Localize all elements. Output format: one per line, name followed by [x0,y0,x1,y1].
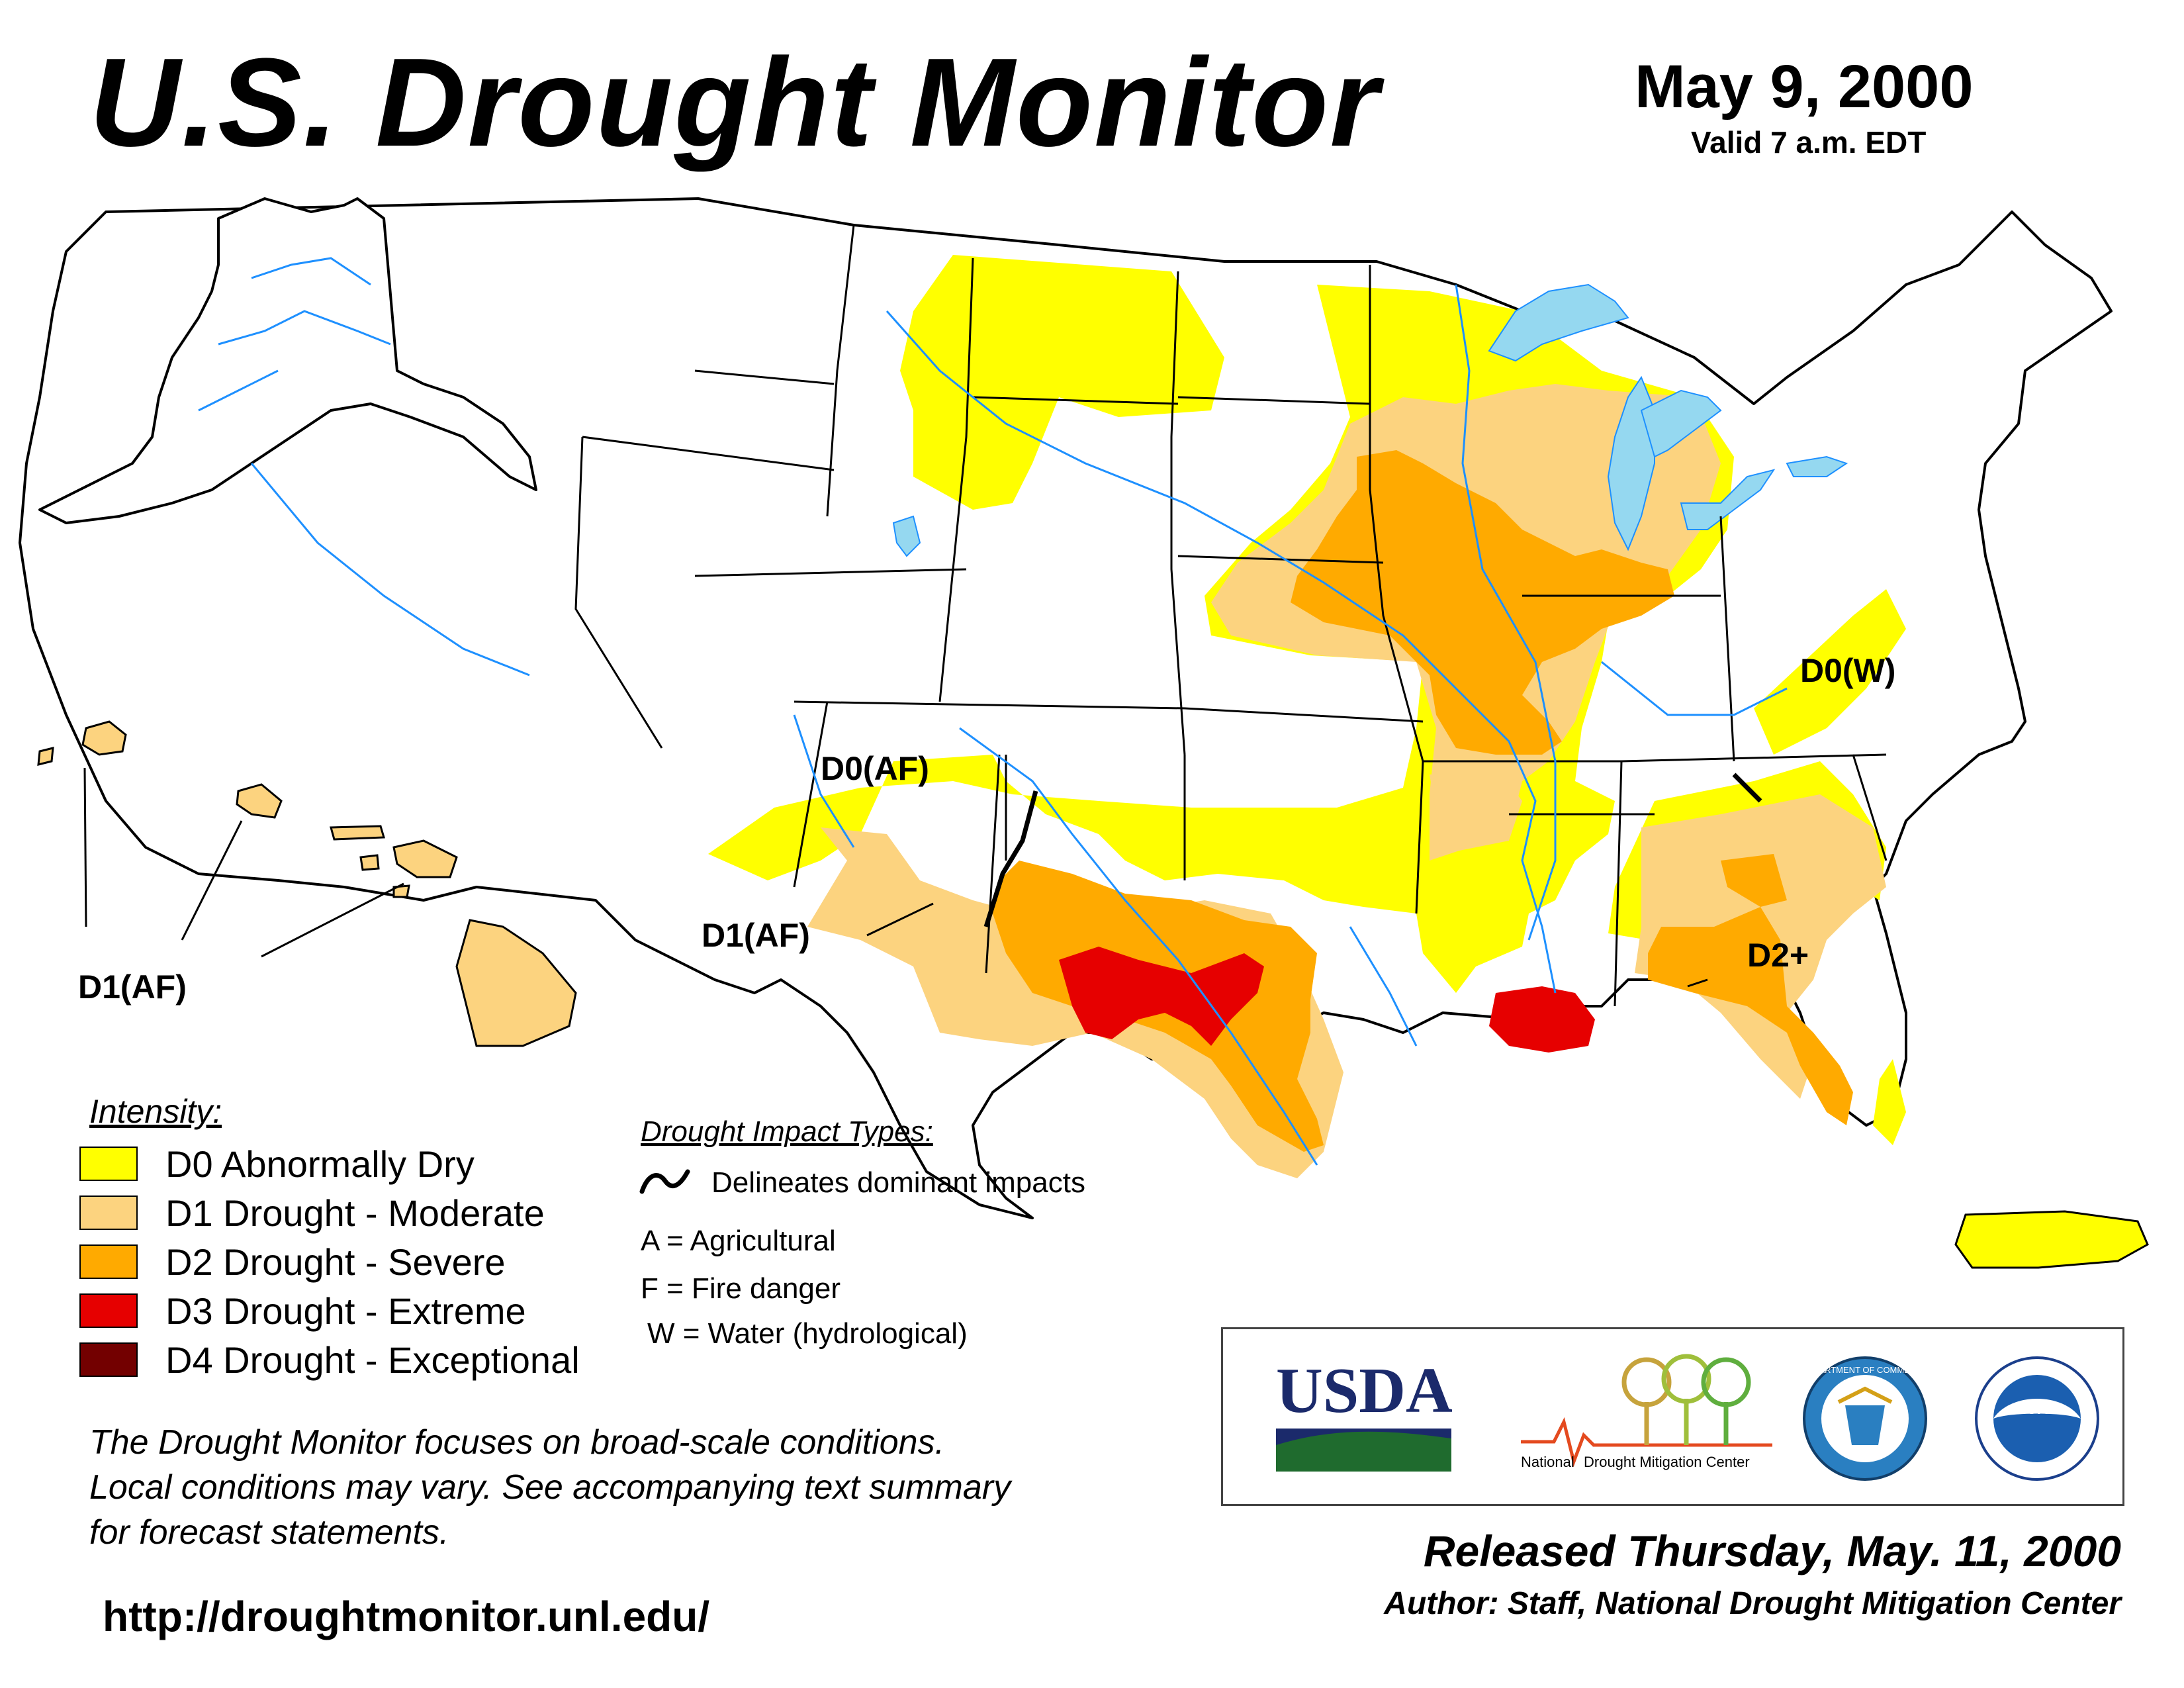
release-date: Released Thursday, May. 11, 2000 [1423,1526,2121,1575]
drought-monitor-url[interactable]: http://droughtmonitor.unl.edu/ [103,1593,710,1640]
hawaii-oahu [236,783,283,819]
legend-item: D4 Drought - Exceptional [79,1338,580,1381]
svg-text:DEPARTMENT OF COMMERCE: DEPARTMENT OF COMMERCE [1802,1365,1929,1375]
legend-item: D1 Drought - Moderate [79,1192,545,1234]
legend-item: D3 Drought - Extreme [79,1289,526,1332]
legend-swatch-d0 [79,1147,138,1181]
ndmc-logo: National Drought Mitigation Center [1521,1354,1772,1470]
impact-types-title: Drought Impact Types: [641,1115,933,1148]
legend-swatch-d1 [79,1196,138,1230]
valid-time: Valid 7 a.m. EDT [1691,125,1927,160]
legend-title: Intensity: [89,1093,222,1130]
map-date: May 9, 2000 [1635,53,1974,120]
impact-type-water: W = Water (hydrological) [647,1317,968,1350]
label-d1-af-hawaii: D1(AF) [78,968,187,1006]
hawaii-maui [392,839,458,878]
alaska-land [38,197,537,524]
legend-label: D0 Abnormally Dry [165,1143,475,1185]
great-lakes [892,283,1848,557]
commerce-seal: DEPARTMENT OF COMMERCE [1802,1356,1929,1481]
svg-text:Drought Mitigation Center: Drought Mitigation Center [1584,1454,1750,1470]
noaa-logo: NOAA [1975,1356,2099,1481]
partner-logos: USDA National Drought Mitigation Center … [1221,1327,2124,1506]
disclaimer-line: The Drought Monitor focuses on broad-sca… [89,1423,945,1462]
disclaimer: The Drought Monitor focuses on broad-sca… [89,1420,1214,1555]
label-d0-af: D0(AF) [821,750,929,787]
map-title: U.S. Drought Monitor [89,32,1381,173]
svg-text:USDA: USDA [1276,1355,1453,1427]
legend-label: D2 Drought - Severe [165,1241,506,1283]
d3-areas [1059,947,1595,1053]
legend-item: D2 Drought - Severe [79,1241,506,1283]
disclaimer-line: Local conditions may vary. See accompany… [89,1468,1011,1507]
author-credit: Author: Staff, National Drought Mitigati… [1384,1586,2121,1621]
legend-swatch-d4 [79,1342,138,1377]
hawaii-lanai [359,854,380,871]
impact-lines [983,773,1762,928]
rivers [250,284,1788,1166]
label-d0-w: D0(W) [1800,652,1895,689]
impact-delineates-text: Delineates dominant impacts [711,1166,1085,1199]
legend-label: D1 Drought - Moderate [165,1192,545,1234]
hawaii-molokai [330,825,385,841]
legend-label: D4 Drought - Exceptional [165,1338,580,1381]
label-d1-af-southwest: D1(AF) [702,917,810,954]
legend-label: D3 Drought - Extreme [165,1289,526,1332]
hawaii-kauai [81,720,127,756]
svg-text:NOAA: NOAA [2016,1401,2059,1417]
hawaii-big-island [455,919,577,1047]
legend-swatch-d3 [79,1293,138,1328]
impact-line-icon [639,1169,690,1194]
legend-swatch-d2 [79,1244,138,1279]
hawaii-kahoolawe [392,884,410,898]
state-boundaries [574,224,1888,1007]
puerto-rico [1954,1210,2149,1269]
impact-type-agricultural: A = Agricultural [641,1225,836,1257]
hawaii-niihau [37,747,54,766]
svg-text:National: National [1521,1454,1574,1470]
impact-type-fire: F = Fire danger [641,1272,841,1305]
legend-item: D0 Abnormally Dry [79,1143,475,1185]
label-d2-plus: D2+ [1747,937,1809,974]
usda-logo: USDA [1276,1355,1453,1472]
disclaimer-line: for forecast statements. [89,1513,449,1552]
